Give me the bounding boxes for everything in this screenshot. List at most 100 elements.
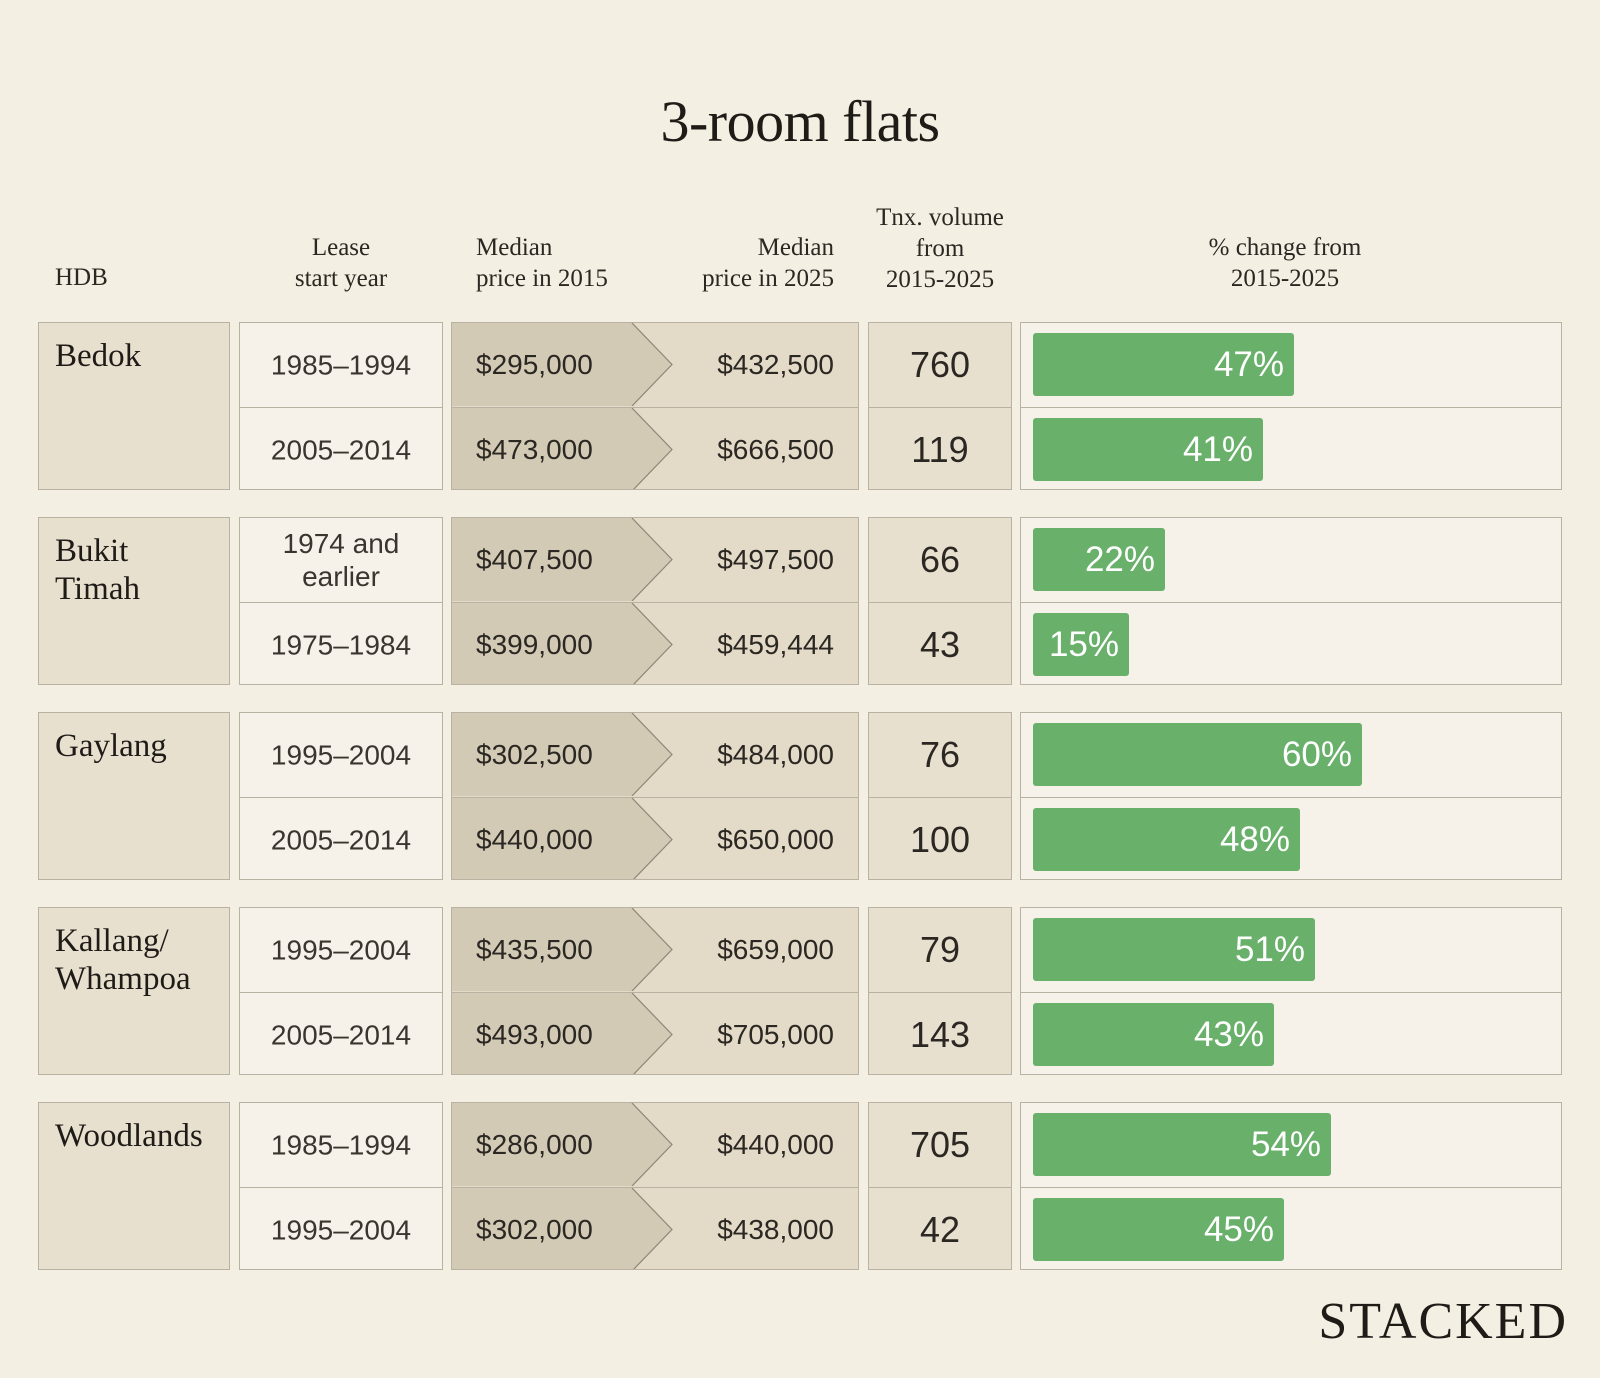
table-row: 54% [1021, 1103, 1561, 1186]
price-arrow-edge [631, 1103, 673, 1186]
change-bar: 43% [1033, 1003, 1274, 1066]
change-bar: 41% [1033, 418, 1263, 481]
table-group: Gaylang 1995–2004 2005–2014 $302,500 $484,00… [0, 712, 1600, 882]
header-volume: Tnx. volume from 2015-2025 [876, 204, 1004, 293]
median-price-2025: $705,000 [717, 1018, 834, 1050]
table-row: 48% [1021, 797, 1561, 881]
table-row: 51% [1021, 908, 1561, 991]
change-bar: 22% [1033, 528, 1165, 591]
brand-logo: STACKED [1318, 1293, 1568, 1350]
median-price-2025: $438,000 [717, 1213, 834, 1245]
table-row: 15% [1021, 602, 1561, 686]
volume-column: 760 119 [868, 322, 1012, 490]
change-bar-label: 41% [1182, 429, 1253, 469]
table-row: 1995–2004 [240, 908, 442, 991]
table-group: Bukit Timah 1974 and earlier 1975–1984 $407… [0, 517, 1600, 687]
header-change: % change from 2015-2025 [1208, 234, 1362, 292]
table-group: Kallang/ Whampoa 1995–2004 2005–2014 $435,5… [0, 907, 1600, 1077]
table-row: $302,500 $484,000 [452, 713, 858, 796]
change-column: 54% 45% [1020, 1102, 1562, 1270]
median-price-2015: $295,000 [476, 348, 593, 380]
table-row: 143 [869, 992, 1011, 1076]
price-arrow-edge [631, 323, 673, 406]
change-bar-label: 47% [1213, 344, 1284, 384]
change-bar: 60% [1033, 723, 1362, 786]
change-bar-label: 22% [1084, 539, 1155, 579]
change-bar-label: 60% [1281, 734, 1352, 774]
table-row: 2005–2014 [240, 797, 442, 881]
table-row: 79 [869, 908, 1011, 991]
price-arrow-edge [631, 603, 673, 684]
header-hdb: HDB [55, 264, 108, 291]
price-arrow-shape [452, 798, 673, 879]
change-bar: 47% [1033, 333, 1294, 396]
median-price-2025: $459,444 [717, 628, 834, 660]
price-column: $407,500 $497,500 $399,000 $459,444 [451, 517, 859, 685]
median-price-2015: $407,500 [476, 543, 593, 575]
hdb-town-cell: Bukit Timah [38, 517, 230, 685]
table-group: Bedok 1985–1994 2005–2014 $295,000 $432,500 $… [0, 322, 1600, 492]
table-row: 2005–2014 [240, 407, 442, 491]
change-bar-label: 54% [1250, 1124, 1321, 1164]
table-row: 42 [869, 1187, 1011, 1271]
change-bar: 54% [1033, 1113, 1331, 1176]
table-row: $286,000 $440,000 [452, 1103, 858, 1186]
price-arrow-shape [452, 408, 673, 489]
price-arrow-shape [452, 993, 673, 1074]
hdb-town-cell: Woodlands [38, 1102, 230, 1270]
table-row: 76 [869, 713, 1011, 796]
price-column: $435,500 $659,000 $493,000 $705,000 [451, 907, 859, 1075]
price-arrow-shape [452, 323, 673, 406]
table-row: 41% [1021, 407, 1561, 491]
change-bar-label: 48% [1219, 819, 1290, 859]
median-price-2025: $432,500 [717, 348, 834, 380]
table-row: 43 [869, 602, 1011, 686]
hdb-town-cell: Bedok [38, 322, 230, 490]
price-column: $302,500 $484,000 $440,000 $650,000 [451, 712, 859, 880]
transaction-volume: 100 [909, 818, 971, 860]
table-row: 2005–2014 [240, 992, 442, 1076]
header-median-2025: Median price in 2025 [702, 234, 834, 292]
transaction-volume: 79 [919, 928, 961, 970]
median-price-2015: $302,500 [476, 738, 593, 770]
price-arrow-edge [631, 993, 673, 1074]
price-column: $286,000 $440,000 $302,000 $438,000 [451, 1102, 859, 1270]
median-price-2015: $440,000 [476, 823, 593, 855]
volume-column: 79 143 [868, 907, 1012, 1075]
table-row: 760 [869, 323, 1011, 406]
table-row: $399,000 $459,444 [452, 602, 858, 684]
table-row: 1985–1994 [240, 1103, 442, 1186]
price-2015-arrow [452, 713, 672, 796]
table-row: 100 [869, 797, 1011, 881]
price-2015-arrow [452, 323, 672, 406]
table-row: $440,000 $650,000 [452, 797, 858, 879]
price-2015-arrow [452, 408, 672, 489]
median-price-2025: $497,500 [717, 543, 834, 575]
price-arrow-edge [631, 1188, 673, 1269]
median-price-2015: $493,000 [476, 1018, 593, 1050]
median-price-2025: $440,000 [717, 1128, 834, 1160]
median-price-2015: $302,000 [476, 1213, 593, 1245]
lease-column: 1995–2004 2005–2014 [239, 907, 443, 1075]
change-column: 47% 41% [1020, 322, 1562, 490]
price-column: $295,000 $432,500 $473,000 $666,500 [451, 322, 859, 490]
table-row: 1995–2004 [240, 1187, 442, 1271]
table-row: 45% [1021, 1187, 1561, 1271]
lease-start-year: 1995–2004 [270, 1214, 412, 1245]
table-row: $493,000 $705,000 [452, 992, 858, 1074]
lease-column: 1974 and earlier 1975–1984 [239, 517, 443, 685]
median-price-2015: $399,000 [476, 628, 593, 660]
change-bar: 48% [1033, 808, 1300, 871]
price-arrow-shape [452, 1103, 673, 1186]
hdb-town-cell: Gaylang [38, 712, 230, 880]
table-row: $302,000 $438,000 [452, 1187, 858, 1269]
table-row: $435,500 $659,000 [452, 908, 858, 991]
table-row: 119 [869, 407, 1011, 491]
transaction-volume: 143 [909, 1013, 971, 1055]
lease-column: 1995–2004 2005–2014 [239, 712, 443, 880]
header-lease: Lease start year [294, 234, 388, 292]
price-arrow-shape [452, 518, 673, 601]
price-arrow-shape [452, 713, 673, 796]
price-arrow-edge [631, 908, 673, 991]
table-row: 47% [1021, 323, 1561, 406]
